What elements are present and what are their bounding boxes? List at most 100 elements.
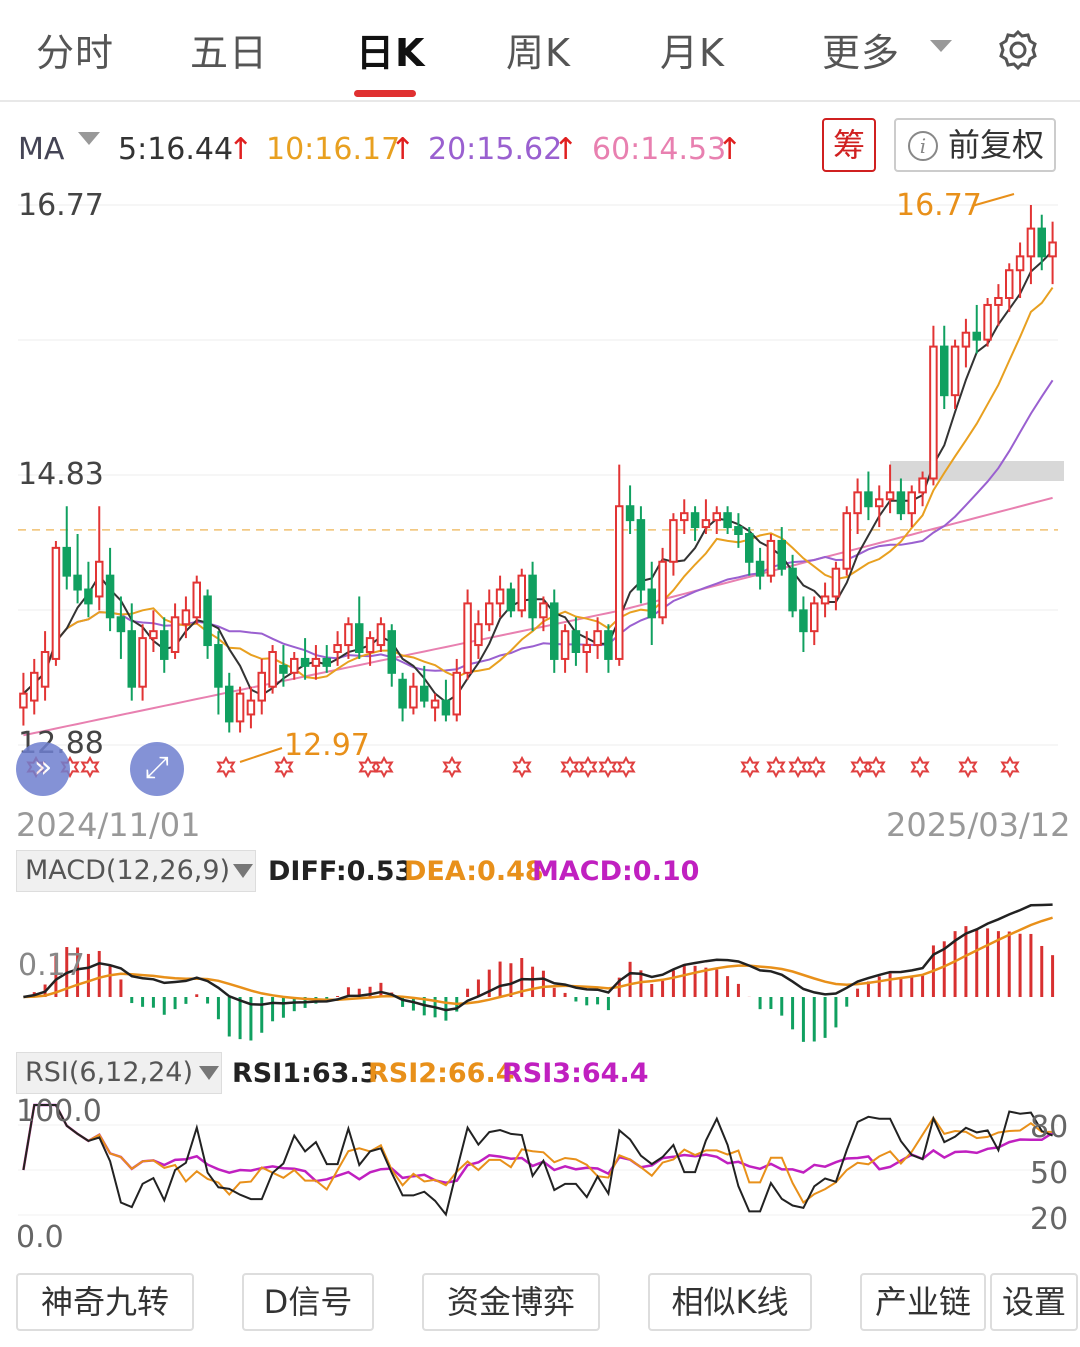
candle-body xyxy=(138,637,147,688)
info-icon: i xyxy=(908,131,938,161)
candle-body xyxy=(235,692,245,723)
tab-daily-k[interactable]: 日K xyxy=(356,31,426,75)
candle-body xyxy=(30,671,39,702)
ma5-value: 5:16.44 xyxy=(118,132,234,167)
capital-game-button[interactable]: 资金博弈 xyxy=(422,1273,600,1331)
similar-kline-button[interactable]: 相似K线 xyxy=(648,1273,812,1331)
high-pointer xyxy=(971,193,1015,207)
candle-body xyxy=(279,664,288,674)
price-axis-top: 16.77 xyxy=(18,188,104,223)
candle-body xyxy=(127,630,136,688)
ma-label[interactable]: MA xyxy=(18,132,65,167)
candle-body xyxy=(745,532,754,563)
candle-body xyxy=(51,546,61,660)
settings-button[interactable]: 设置 xyxy=(990,1273,1078,1331)
candle-body xyxy=(950,345,960,397)
star-icon xyxy=(740,755,760,779)
macd-histogram-value: MACD:0.10 xyxy=(532,856,700,887)
candle-body xyxy=(701,519,711,529)
rsi1-value: RSI1:63.3 xyxy=(232,1058,379,1089)
chevron-down-icon[interactable] xyxy=(930,40,952,52)
high-annotation: 16.77 xyxy=(896,188,982,223)
adjust-mode-button[interactable]: i 前复权 xyxy=(894,118,1056,172)
chip-distribution-button[interactable]: 筹 xyxy=(822,118,876,172)
candle-body xyxy=(105,574,115,619)
tab-intraday[interactable]: 分时 xyxy=(36,31,115,75)
star-icon xyxy=(374,755,394,779)
chevron-down-icon xyxy=(199,1066,219,1080)
star-icon xyxy=(788,755,808,779)
ma60-value: 60:14.53 xyxy=(592,132,727,167)
rsi-axis-50: 50 xyxy=(1030,1156,1069,1191)
candle-body xyxy=(322,657,331,667)
candle-body xyxy=(853,491,862,515)
candle-body xyxy=(84,588,93,605)
star-icon xyxy=(616,755,636,779)
low-pointer xyxy=(239,747,283,763)
star-icon xyxy=(578,755,598,779)
ma5-line xyxy=(22,250,1054,704)
candle-body xyxy=(95,560,104,598)
tab-more[interactable]: 更多 xyxy=(822,31,901,75)
macd-select[interactable]: MACD(12,26,9) xyxy=(16,850,256,892)
candle-body xyxy=(290,657,299,674)
candle-body xyxy=(62,546,71,577)
candle-body xyxy=(788,567,797,612)
magic-nine-turn-button[interactable]: 神奇九转 xyxy=(16,1273,194,1331)
candle-body xyxy=(799,609,808,633)
candle-body xyxy=(755,560,765,577)
expand-button[interactable]: » xyxy=(16,742,70,796)
gear-icon[interactable] xyxy=(996,28,1040,72)
star-icon xyxy=(512,755,532,779)
candle-body xyxy=(918,477,927,494)
candle-body xyxy=(365,637,375,653)
ma10-line xyxy=(22,287,1054,695)
candle-body xyxy=(40,650,50,688)
rsi2-line xyxy=(22,1104,1053,1205)
ma10-up-arrow: ↑ xyxy=(390,132,416,167)
candle-body xyxy=(712,512,721,522)
candle-body xyxy=(485,602,494,626)
candle-body xyxy=(170,616,180,653)
rsi3-line xyxy=(22,1103,1054,1184)
candle-body xyxy=(376,623,386,647)
rsi2-value: RSI2:66.4 xyxy=(368,1058,515,1089)
star-icon xyxy=(910,755,930,779)
star-icon xyxy=(560,755,580,779)
candle-body xyxy=(690,512,700,529)
candle-body xyxy=(452,671,461,716)
tab-weekly-k[interactable]: 周K xyxy=(506,31,571,75)
diff-line xyxy=(23,903,1053,1012)
candle-body xyxy=(604,630,613,660)
candle-body xyxy=(474,623,483,647)
tab-five-day[interactable]: 五日 xyxy=(190,31,269,75)
candle-body xyxy=(940,345,949,397)
industry-chain-button[interactable]: 产业链 xyxy=(860,1273,986,1331)
end-date: 2025/03/12 xyxy=(886,806,1071,844)
candle-body xyxy=(517,574,526,612)
ma60-up-arrow: ↑ xyxy=(717,132,743,167)
tab-monthly-k[interactable]: 月K xyxy=(660,31,725,75)
star-icon xyxy=(850,755,870,779)
star-icon xyxy=(806,755,826,779)
candle-body xyxy=(831,567,841,598)
candle-body xyxy=(463,602,472,674)
candle-body xyxy=(257,671,266,702)
rsi-select[interactable]: RSI(6,12,24) xyxy=(16,1052,222,1094)
d-signal-button[interactable]: D信号 xyxy=(242,1273,374,1331)
candle-body xyxy=(896,491,906,515)
candle-body xyxy=(344,623,353,647)
chevron-down-icon xyxy=(233,864,253,878)
candle-body xyxy=(636,519,646,591)
candle-body xyxy=(160,630,169,660)
star-icon xyxy=(866,755,886,779)
candle-body xyxy=(149,630,158,640)
ma5-up-arrow: ↑ xyxy=(228,132,254,167)
macd-diff: DIFF:0.53 xyxy=(268,856,414,887)
macd-select-label: MACD(12,26,9) xyxy=(25,855,231,886)
chevron-down-icon[interactable] xyxy=(78,132,100,145)
candle-body xyxy=(550,602,559,660)
fullscreen-button[interactable]: ⤢ xyxy=(130,742,184,796)
macd-dea: DEA:0.48 xyxy=(404,856,544,887)
